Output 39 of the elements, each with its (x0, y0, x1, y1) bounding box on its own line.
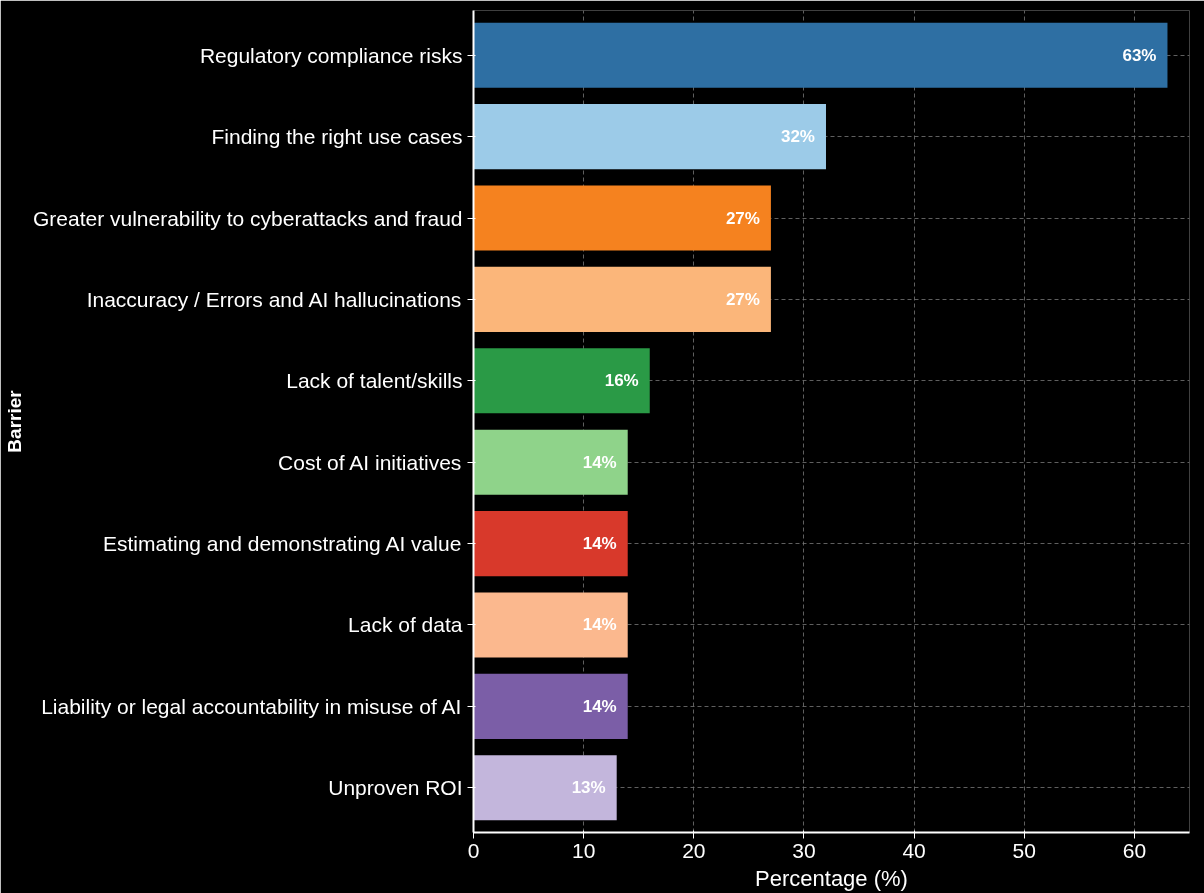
y-tick-label: Regulatory compliance risks (199, 43, 463, 67)
y-tick-label: Lack of data (348, 613, 463, 637)
data-label: 14% (582, 615, 617, 635)
bar (473, 755, 617, 821)
y-tick-label: Unproven ROI (328, 776, 463, 800)
y-tick-label: Liability or legal accountability in misuse of AI (41, 694, 462, 718)
data-label: 14% (582, 534, 617, 554)
data-label: 14% (582, 452, 617, 472)
y-tick-label: Greater vulnerability to cyberattacks and fraud (32, 206, 463, 230)
x-tick-label: 40 (902, 838, 926, 862)
bar (473, 22, 1168, 88)
data-label: 14% (582, 696, 617, 716)
bar (473, 348, 650, 414)
bar (473, 104, 826, 170)
x-tick-label: 50 (1012, 838, 1036, 862)
bar (473, 673, 628, 739)
x-tick-label: 10 (571, 838, 596, 862)
data-label: 63% (1122, 45, 1157, 65)
data-label: 32% (780, 127, 815, 147)
data-label: 27% (725, 208, 760, 228)
bar (473, 185, 771, 251)
y-tick-label: Cost of AI initiatives (278, 450, 462, 474)
y-axis-title: Barrier (3, 389, 25, 453)
y-tick-label: Finding the right use cases (211, 125, 463, 149)
x-axis-title: Percentage (%) (755, 865, 908, 891)
data-label: 16% (604, 371, 639, 391)
y-tick-label: Lack of talent/skills (286, 369, 463, 393)
x-tick-label: 20 (682, 838, 706, 862)
data-label: 27% (725, 289, 760, 309)
bar (473, 429, 628, 495)
data-label: 13% (571, 778, 606, 798)
x-tick-label: 30 (792, 838, 816, 862)
bar (473, 266, 771, 332)
bar (473, 592, 628, 658)
x-tick-label: 60 (1122, 838, 1147, 862)
bar (473, 511, 628, 577)
x-tick-label: 0 (467, 838, 480, 862)
y-tick-label: Inaccuracy / Errors and AI hallucinations (86, 287, 462, 311)
y-tick-label: Estimating and demonstrating AI value (102, 532, 462, 556)
